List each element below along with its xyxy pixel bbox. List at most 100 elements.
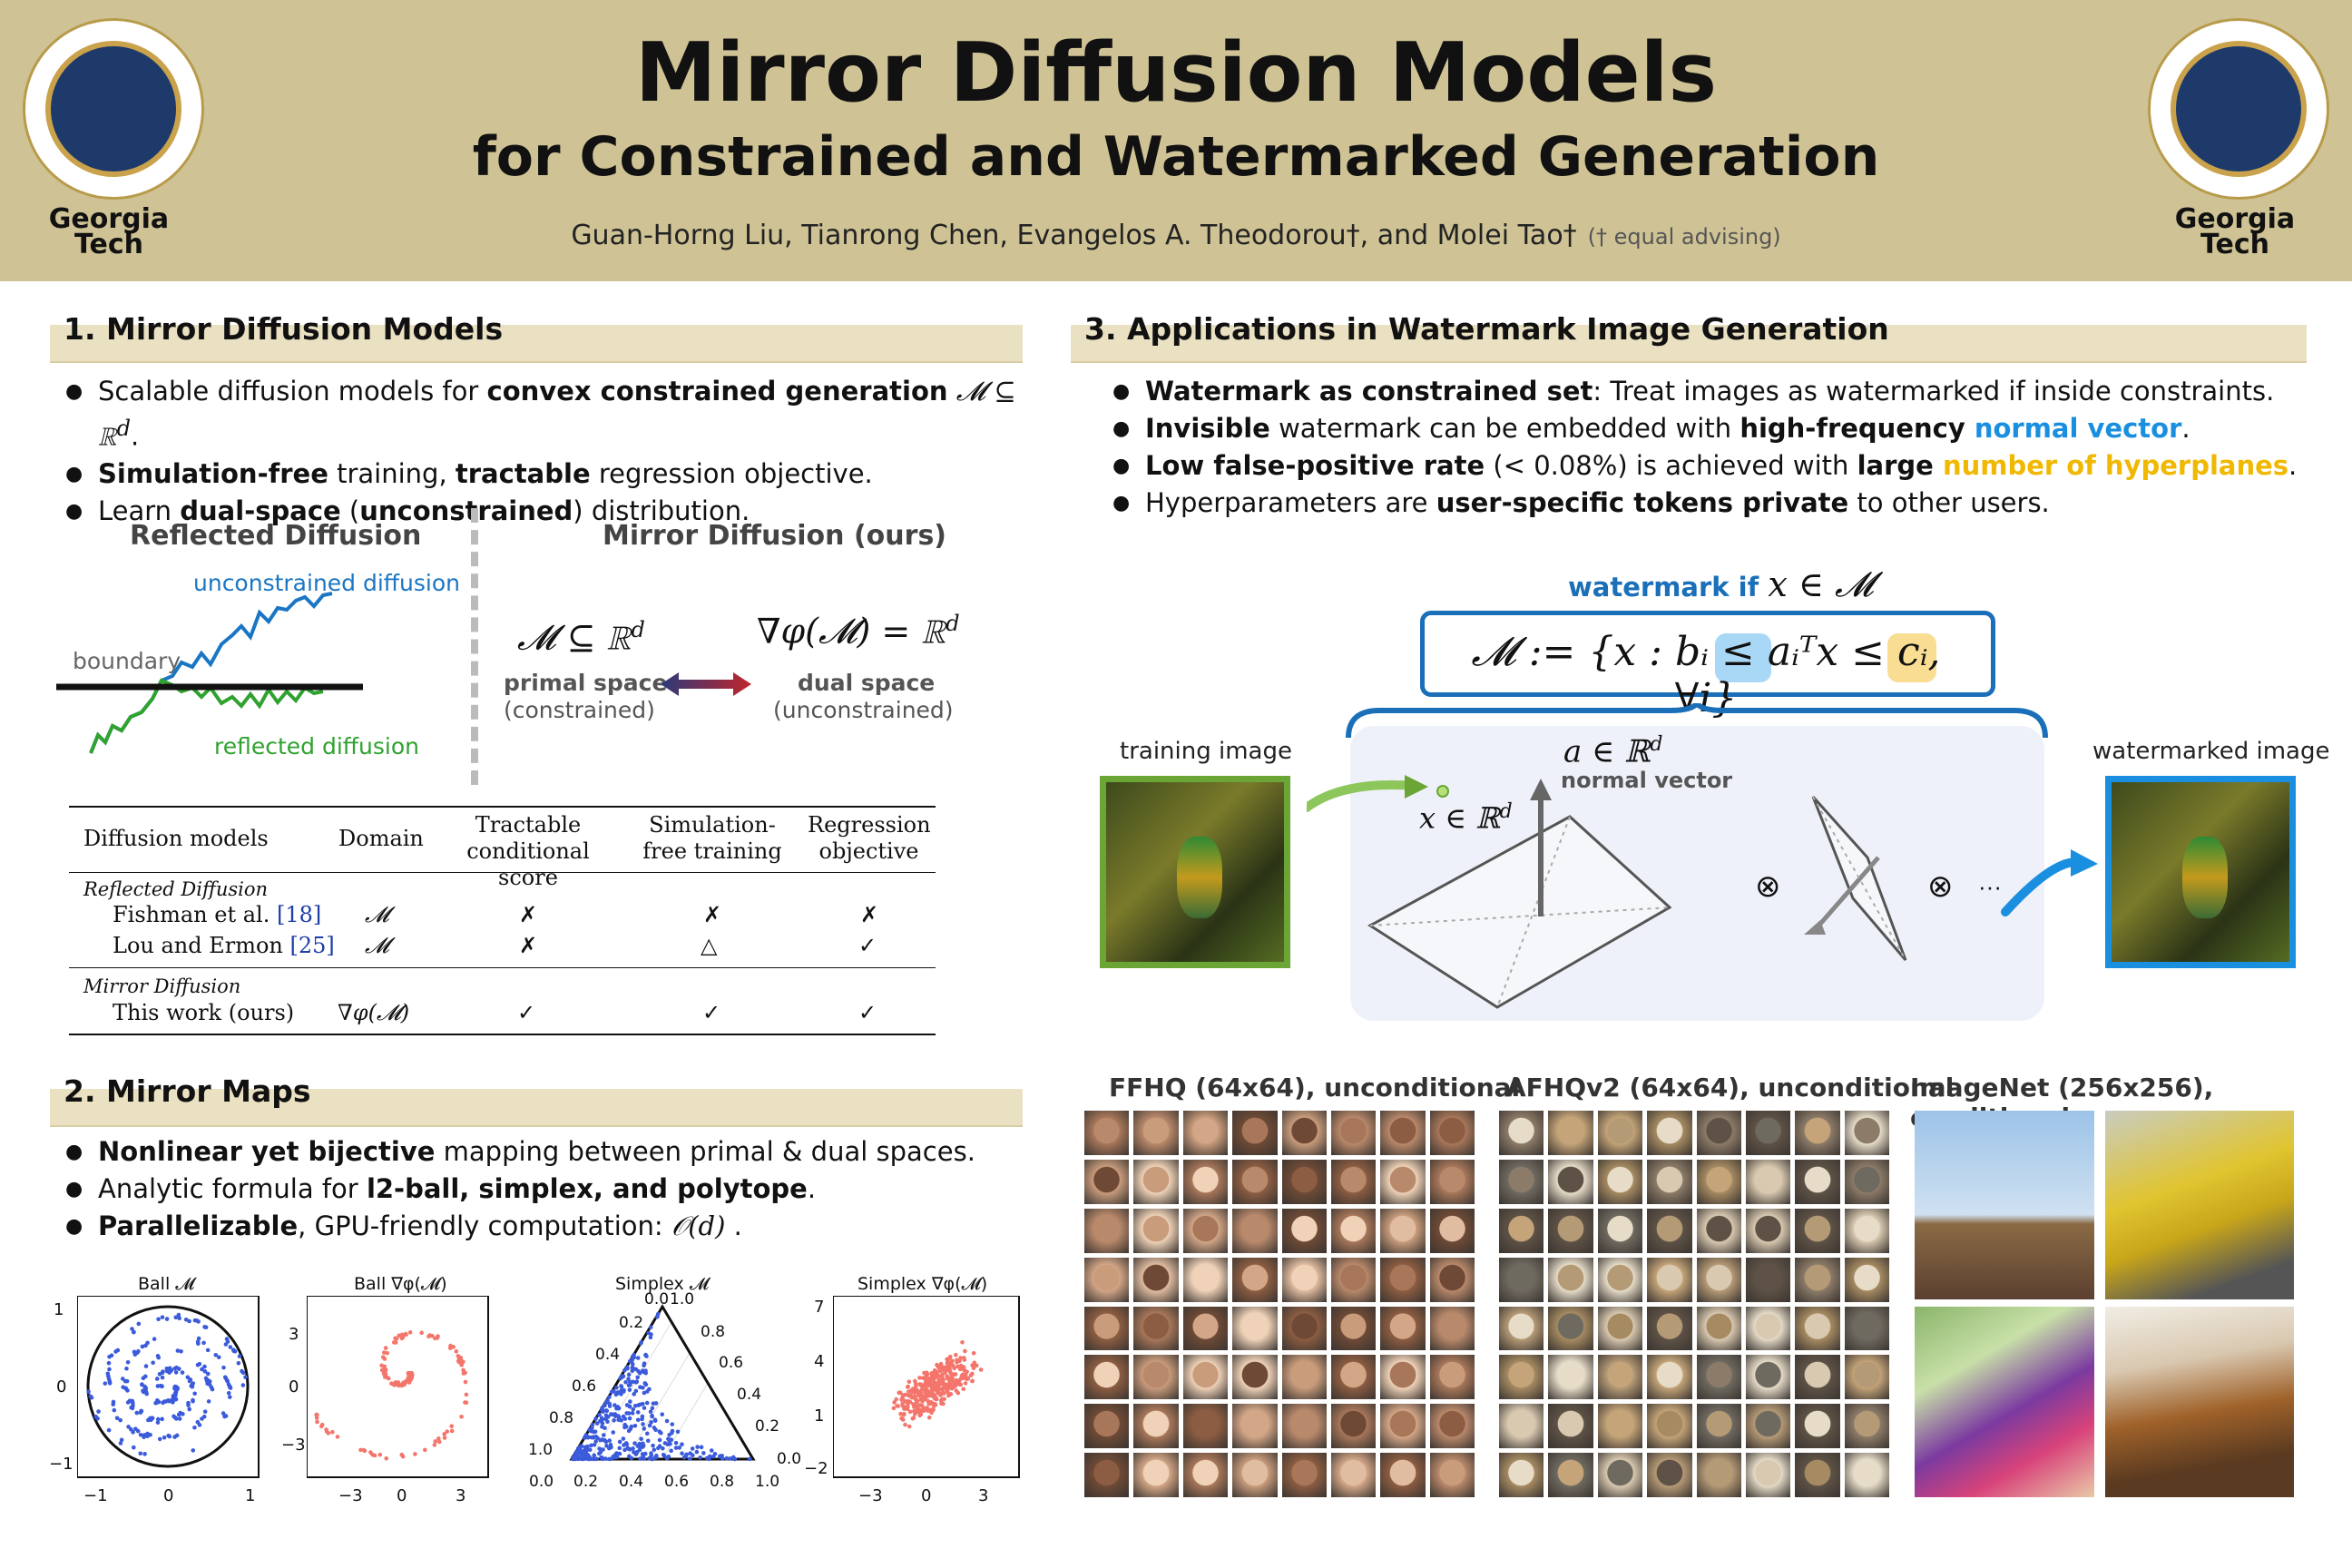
scatter-point <box>898 1411 903 1416</box>
scatter-point <box>464 1392 469 1397</box>
scatter-point <box>172 1387 178 1392</box>
th-models: Diffusion models <box>83 826 269 851</box>
scatter-point <box>96 1409 101 1414</box>
scatter-point <box>326 1431 331 1436</box>
animal-sample <box>1844 1208 1889 1253</box>
tick: 1.0 <box>755 1473 780 1491</box>
scatter-point <box>632 1423 638 1428</box>
scatter-point <box>645 1389 650 1394</box>
face-sample <box>1232 1355 1278 1400</box>
scatter-point <box>155 1416 161 1422</box>
scatter-point <box>724 1455 730 1461</box>
plot-title: Ball ∇φ(𝓜) <box>354 1274 447 1294</box>
tick: 0.2 <box>755 1417 780 1436</box>
table-top-rule <box>69 806 936 808</box>
scatter-point <box>129 1398 133 1404</box>
scatter-point <box>391 1340 397 1345</box>
scatter-point <box>945 1360 950 1366</box>
scatter-point <box>142 1374 148 1379</box>
scatter-point <box>891 1406 897 1411</box>
face-sample <box>1330 1208 1377 1253</box>
scatter-point <box>130 1327 134 1331</box>
scatter-point <box>154 1400 160 1405</box>
animal-sample <box>1499 1404 1544 1449</box>
scatter-point <box>926 1415 932 1420</box>
animal-sample <box>1795 1257 1840 1302</box>
scatter-point <box>623 1379 628 1385</box>
scatter-point <box>677 1446 682 1450</box>
tick: 0.4 <box>595 1346 621 1364</box>
scatter-point <box>627 1416 632 1421</box>
bullet: Invisible watermark can be embedded with… <box>1112 410 2319 447</box>
brace <box>1346 703 2048 739</box>
normal-highlight <box>1715 633 1771 682</box>
scatter-point <box>397 1333 402 1338</box>
scatter-point <box>160 1375 165 1380</box>
animal-sample <box>1548 1208 1593 1253</box>
primal-sub: (constrained) <box>504 697 655 723</box>
scatter-point <box>900 1403 905 1408</box>
scatter-point <box>619 1385 624 1389</box>
scatter-point <box>377 1452 383 1457</box>
scatter-point <box>631 1446 635 1451</box>
bullet: Parallelizable, GPU-friendly computation… <box>65 1208 1018 1245</box>
bullet: Scalable diffusion models for convex con… <box>65 373 1018 456</box>
scatter-point <box>583 1448 589 1454</box>
tick: 0.0 <box>644 1290 670 1308</box>
scatter-point <box>131 1445 136 1450</box>
scatter-point <box>190 1384 194 1389</box>
scatter-point <box>600 1421 605 1426</box>
scatter-point <box>196 1341 201 1347</box>
animal-sample <box>1499 1208 1544 1253</box>
scatter-point <box>688 1451 692 1455</box>
face-sample <box>1380 1453 1426 1497</box>
animal-sample <box>1499 1355 1544 1400</box>
scatter-point <box>638 1402 642 1407</box>
scatter-point <box>382 1364 387 1369</box>
face-sample <box>1330 1306 1377 1351</box>
unconstrained-path <box>89 592 333 754</box>
scatter-point <box>169 1368 173 1373</box>
animal-sample <box>1745 1257 1791 1302</box>
scatter-point <box>946 1393 951 1398</box>
imagenet-dog <box>2105 1307 2294 1497</box>
face-sample <box>1232 1159 1278 1204</box>
scatter-point <box>607 1401 612 1406</box>
scatter-point <box>919 1395 925 1400</box>
scatter-point <box>644 1400 650 1406</box>
scatter-point <box>934 1387 939 1393</box>
scatter-point <box>635 1356 641 1360</box>
scatter-point <box>611 1430 616 1435</box>
plot-simplex-dual <box>833 1296 1020 1478</box>
scatter-point <box>928 1401 933 1406</box>
otimes-icon: ⊗ <box>1755 869 1781 904</box>
face-sample <box>1182 1257 1229 1302</box>
scatter-point <box>946 1367 951 1372</box>
scatter-point <box>931 1407 936 1412</box>
scatter-point <box>583 1445 588 1450</box>
scatter-point <box>929 1389 935 1394</box>
scatter-point <box>180 1370 185 1375</box>
scatter-point <box>612 1452 618 1457</box>
scatter-point <box>160 1416 164 1422</box>
animal-sample <box>1597 1208 1643 1253</box>
cell-mark: ✓ <box>702 1000 721 1025</box>
face-sample <box>1182 1453 1229 1497</box>
animal-sample <box>1844 1404 1889 1449</box>
scatter-point <box>668 1441 672 1446</box>
scatter-point <box>173 1370 179 1375</box>
scatter-point <box>601 1447 605 1452</box>
face-sample <box>1232 1306 1278 1351</box>
scatter-point <box>601 1409 605 1415</box>
animal-sample <box>1548 1257 1593 1302</box>
scatter-point <box>901 1412 906 1417</box>
scatter-point <box>156 1355 162 1360</box>
scatter-point <box>627 1379 632 1385</box>
scatter-point <box>650 1413 654 1418</box>
scatter-point <box>407 1373 412 1378</box>
scatter-point <box>912 1405 916 1409</box>
scatter-point <box>422 1447 427 1453</box>
face-sample <box>1133 1208 1179 1253</box>
section2-bullets: Nonlinear yet bijective mapping between … <box>65 1133 1018 1245</box>
face-sample <box>1429 1306 1475 1351</box>
